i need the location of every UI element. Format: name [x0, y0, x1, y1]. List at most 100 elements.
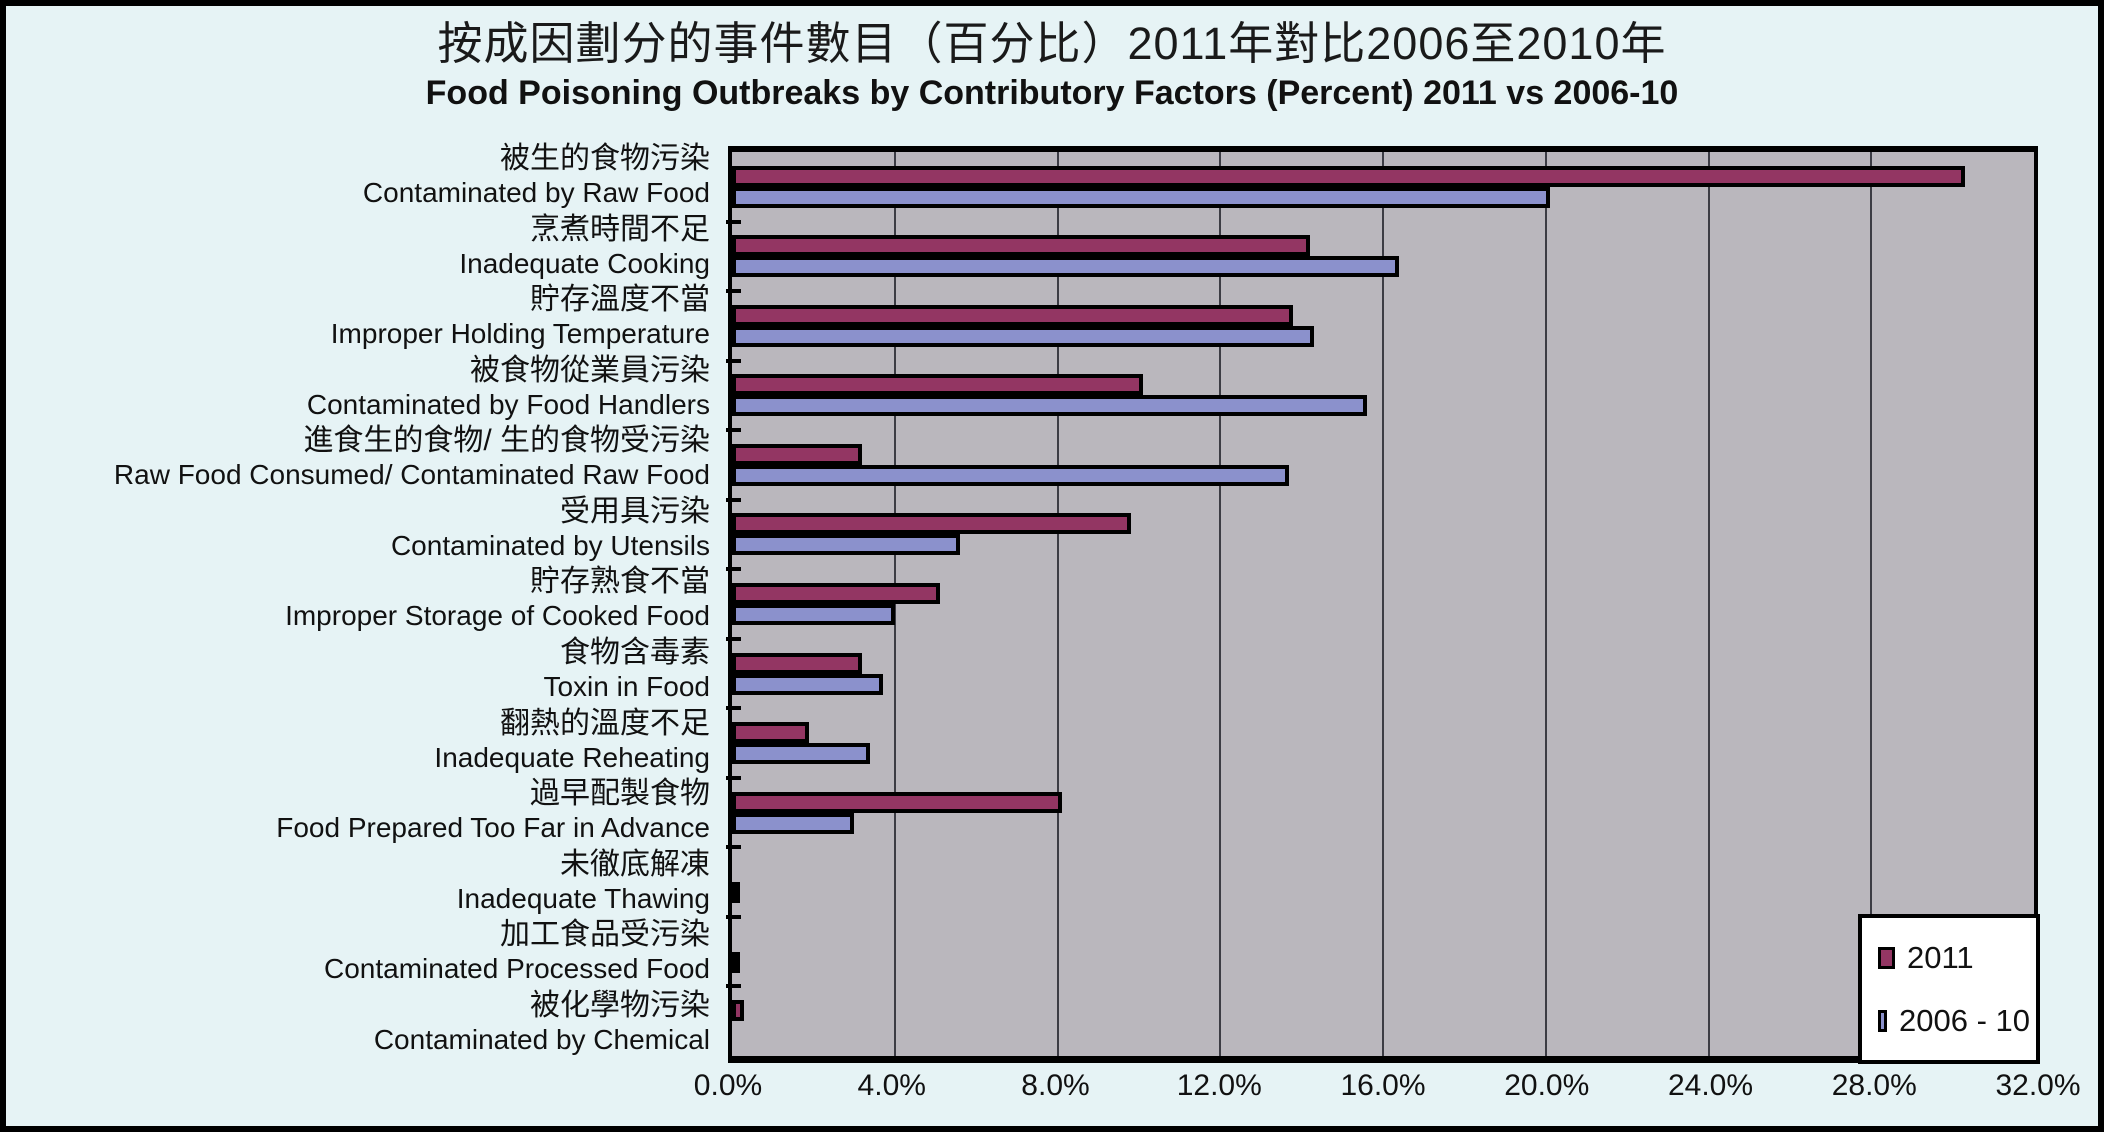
- bar-2011: [732, 304, 1294, 326]
- y-axis-tick: [726, 358, 741, 363]
- y-axis-tick: [726, 845, 741, 850]
- bar-2011: [732, 443, 863, 465]
- bar-2011: [732, 513, 1131, 535]
- category-label-en: Contaminated by Utensils: [390, 529, 710, 561]
- bar-2006-10: [732, 464, 1290, 486]
- category-label: 過早配製食物 Food Prepared Too Far in Advance: [6, 775, 718, 846]
- category-label-zh: 被化學物污染: [530, 988, 710, 1022]
- category-label-en: Contaminated Processed Food: [324, 953, 710, 985]
- bar-2011: [732, 582, 940, 604]
- gridline: [893, 152, 896, 1056]
- category-row: [732, 500, 2034, 570]
- bar-2011: [732, 235, 1310, 257]
- category-label-zh: 食物含毒素: [560, 636, 710, 670]
- category-label: 加工食品受污染 Contaminated Processed Food: [6, 916, 718, 987]
- category-row: [732, 569, 2034, 639]
- x-tick-label: 32.0%: [1995, 1069, 2081, 1102]
- category-label-zh: 翻熱的溫度不足: [500, 706, 710, 740]
- bar-2006-10: [732, 603, 895, 625]
- bar-2006-10: [732, 882, 741, 904]
- category-label-en: Contaminated by Food Handlers: [306, 388, 710, 420]
- gridline: [1382, 152, 1384, 1056]
- category-label-zh: 被生的食物污染: [500, 142, 710, 176]
- category-row: [732, 708, 2034, 778]
- category-label: 烹煮時間不足 Inadequate Cooking: [6, 211, 718, 282]
- y-axis-tick: [726, 706, 741, 711]
- y-axis-tick: [726, 914, 741, 919]
- y-axis-tick: [726, 497, 741, 502]
- category-label-zh: 加工食品受污染: [500, 918, 710, 952]
- legend-item-2006-10: 2006 - 10: [1878, 1003, 2030, 1039]
- y-axis-tick: [726, 428, 741, 433]
- category-row: [732, 917, 2034, 987]
- legend-label-2006-10: 2006 - 10: [1899, 1002, 2030, 1038]
- gridline: [1870, 152, 1873, 1056]
- category-labels: 被生的食物污染 Contaminated by Raw Food 烹煮時間不足 Ina…: [6, 140, 718, 1057]
- category-row: [732, 291, 2034, 361]
- bar-2011: [732, 722, 810, 744]
- category-label-en: Inadequate Thawing: [456, 882, 710, 914]
- category-label-zh: 未徹底解凍: [560, 847, 710, 881]
- category-label-zh: 貯存溫度不當: [530, 283, 710, 317]
- bar-2011: [732, 374, 1143, 396]
- bar-2006-10: [732, 673, 883, 695]
- category-label: 食物含毒素 Toxin in Food: [6, 634, 718, 705]
- category-label-en: Contaminated by Raw Food: [362, 177, 710, 209]
- bar-2006-10: [732, 743, 871, 765]
- bar-2006-10: [732, 951, 741, 973]
- category-label-zh: 受用具污染: [560, 494, 710, 528]
- y-axis-tick: [726, 775, 741, 780]
- y-axis-tick: [726, 567, 741, 572]
- category-row: [732, 778, 2034, 848]
- legend-swatch-2006-10: [1878, 1009, 1887, 1032]
- category-row: [732, 847, 2034, 917]
- category-label-en: Inadequate Reheating: [434, 741, 710, 773]
- bar-2006-10: [732, 812, 855, 834]
- chart-title-zh: 按成因劃分的事件數目（百分比）2011年對比2006至2010年: [437, 18, 1667, 69]
- category-label-zh: 貯存熟食不當: [530, 565, 710, 599]
- category-label-zh: 過早配製食物: [530, 777, 710, 811]
- category-label-en: Contaminated by Chemical: [373, 1023, 710, 1055]
- legend-swatch-2011: [1878, 946, 1895, 969]
- x-tick-label: 16.0%: [1340, 1069, 1426, 1102]
- gridline: [1219, 152, 1222, 1056]
- gridline: [1707, 152, 1710, 1056]
- chart-titles: 按成因劃分的事件數目（百分比）2011年對比2006至2010年 Food Po…: [6, 16, 2098, 114]
- category-row: [732, 152, 2034, 222]
- category-label: 貯存溫度不當 Improper Holding Temperature: [6, 281, 718, 352]
- bar-2011: [732, 165, 1965, 187]
- y-axis-tick: [726, 219, 741, 224]
- x-tick-label: 28.0%: [1831, 1069, 1917, 1102]
- bar-2011: [732, 1000, 745, 1022]
- bar-2006-10: [732, 395, 1367, 417]
- legend-label-2011: 2011: [1907, 939, 1974, 975]
- category-row: [732, 430, 2034, 500]
- category-label: 翻熱的溫度不足 Inadequate Reheating: [6, 704, 718, 775]
- category-label: 被生的食物污染 Contaminated by Raw Food: [6, 140, 718, 211]
- y-axis-tick: [726, 984, 741, 989]
- bar-2006-10: [732, 256, 1400, 278]
- x-tick-label: 4.0%: [857, 1069, 926, 1102]
- category-label: 未徹底解凍 Inadequate Thawing: [6, 845, 718, 916]
- category-label: 被食物從業員污染 Contaminated by Food Handlers: [6, 352, 718, 423]
- category-label-en: Improper Storage of Cooked Food: [285, 600, 710, 632]
- category-label: 貯存熟食不當 Improper Storage of Cooked Food: [6, 563, 718, 634]
- y-axis-tick: [726, 636, 741, 641]
- x-tick-label: 0.0%: [693, 1069, 763, 1102]
- category-label: 受用具污染 Contaminated by Utensils: [6, 493, 718, 564]
- category-label: 進食生的食物/ 生的食物受污染 Raw Food Consumed/ Contam…: [6, 422, 718, 493]
- category-label-en: Food Prepared Too Far in Advance: [276, 812, 710, 844]
- bar-2006-10: [732, 325, 1314, 347]
- bar-2006-10: [732, 534, 960, 556]
- x-tick-label: 12.0%: [1176, 1069, 1262, 1102]
- y-axis-tick: [726, 289, 741, 294]
- category-row: [732, 361, 2034, 431]
- category-label-en: Raw Food Consumed/ Contaminated Raw Food: [113, 459, 710, 491]
- gridline: [1544, 152, 1547, 1056]
- category-row: [732, 986, 2034, 1056]
- category-row: [732, 639, 2034, 709]
- category-label-en: Improper Holding Temperature: [330, 318, 710, 350]
- legend: 2011 2006 - 10: [1858, 914, 2040, 1064]
- category-row: [732, 222, 2034, 292]
